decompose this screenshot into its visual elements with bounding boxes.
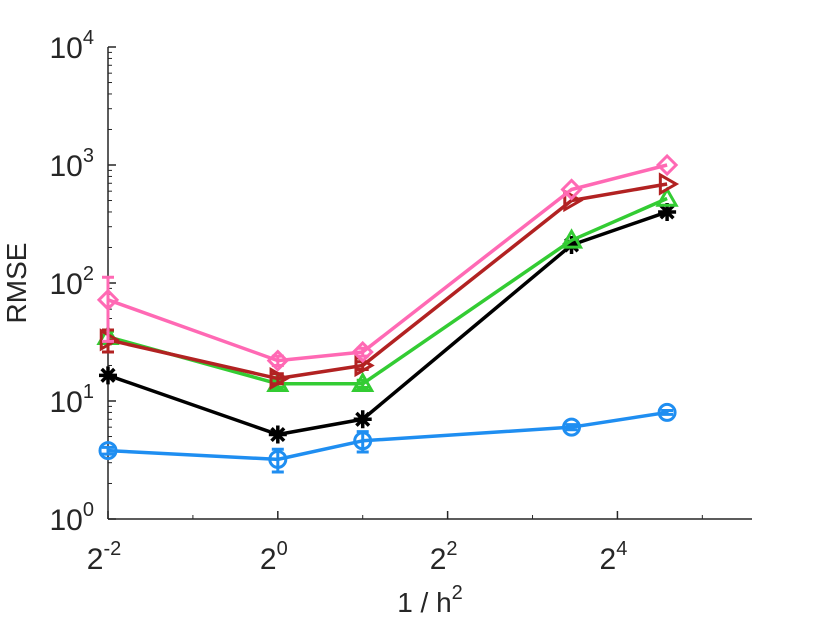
- data-point: [98, 441, 118, 461]
- series-layer: [96, 153, 680, 474]
- data-point: [96, 288, 120, 311]
- data-point: [559, 228, 584, 249]
- data-point: [655, 186, 679, 207]
- data-point: [353, 431, 373, 451]
- series-green-triangle: [96, 186, 679, 393]
- data-point: [562, 235, 581, 254]
- data-point: [268, 425, 287, 444]
- x-axis-label: 1 / h2: [397, 582, 463, 618]
- series-darkred-triangle: [99, 172, 680, 391]
- series-blue-circle: [98, 402, 677, 474]
- series-pink-diamond: [96, 153, 679, 372]
- y-tick-label: 100: [50, 499, 95, 537]
- axes: [107, 47, 752, 520]
- x-tick-label: 22: [430, 538, 458, 576]
- x-tick-label: 20: [260, 538, 288, 576]
- data-point: [99, 366, 117, 385]
- data-point: [655, 153, 679, 177]
- error-bar: [661, 409, 674, 416]
- x-tick-label: 2-2: [87, 538, 121, 576]
- error-bar: [102, 445, 114, 456]
- error-bar: [565, 423, 578, 432]
- series-line: [107, 196, 668, 386]
- y-tick-label: 103: [50, 145, 95, 183]
- y-axis-label: RMSE: [1, 243, 32, 324]
- data-point: [353, 410, 372, 429]
- series-line: [107, 410, 668, 462]
- data-point: [268, 449, 288, 469]
- data-point: [266, 349, 289, 372]
- x-tick-label: 24: [600, 538, 628, 576]
- data-point: [658, 172, 680, 196]
- data-point: [351, 340, 374, 364]
- y-tick-label: 101: [50, 381, 95, 419]
- data-point: [562, 417, 582, 437]
- data-point: [269, 366, 290, 391]
- series-black-asterisk: [99, 202, 677, 444]
- axis-ticks: 100 101 102 103 104 2-2 20 22 24: [50, 27, 703, 576]
- series-line: [107, 163, 668, 363]
- data-point: [658, 202, 677, 221]
- y-tick-label: 104: [50, 27, 95, 65]
- y-tick-label: 102: [50, 263, 95, 301]
- data-point: [351, 371, 375, 393]
- series-line: [107, 210, 668, 437]
- data-point: [560, 178, 583, 201]
- series-line: [107, 182, 668, 381]
- data-point: [657, 402, 677, 422]
